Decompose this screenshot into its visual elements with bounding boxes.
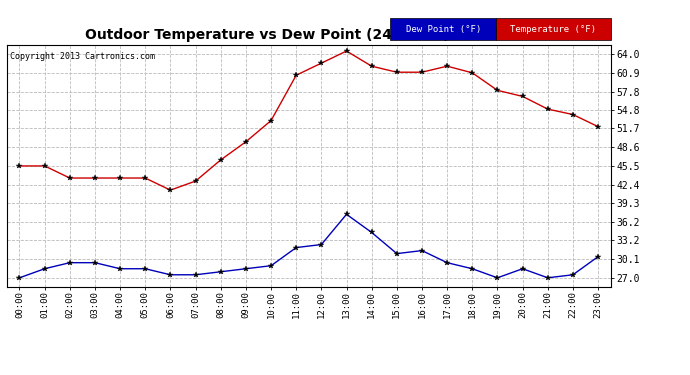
FancyBboxPatch shape (391, 18, 496, 40)
Title: Outdoor Temperature vs Dew Point (24 Hours) 20130422: Outdoor Temperature vs Dew Point (24 Hou… (86, 28, 532, 42)
Text: Copyright 2013 Cartronics.com: Copyright 2013 Cartronics.com (10, 52, 155, 61)
Text: Dew Point (°F): Dew Point (°F) (406, 25, 481, 34)
FancyBboxPatch shape (496, 18, 611, 40)
Text: Temperature (°F): Temperature (°F) (511, 25, 596, 34)
